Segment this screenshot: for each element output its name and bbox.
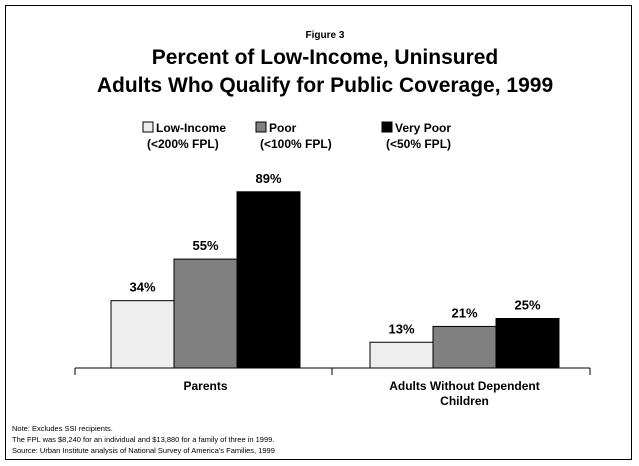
bar <box>432 325 497 369</box>
category-label: Parents <box>183 379 227 393</box>
bar <box>369 341 434 369</box>
chart-title-line-1: Percent of Low-Income, Uninsured <box>152 46 499 69</box>
figure-frame <box>5 5 632 460</box>
figure-label: Figure 3 <box>306 30 345 41</box>
legend-label: Very Poor <box>395 121 451 135</box>
legend: Low-Income (<200% FPL) Poor (<100% FPL) Very… <box>142 121 451 151</box>
value-label: 21% <box>451 305 477 320</box>
value-label: 55% <box>192 238 218 253</box>
bar <box>236 191 301 369</box>
legend-swatch <box>255 121 267 133</box>
legend-label: Low-Income <box>156 121 226 135</box>
chart-title-line-2: Adults Who Qualify for Public Coverage, … <box>97 74 553 97</box>
note-line-1: Note: Excludes SSI recipients. <box>12 424 113 433</box>
bar <box>173 258 238 369</box>
category-label: Adults Without Dependent <box>389 379 540 393</box>
value-label: 13% <box>388 321 414 336</box>
legend-swatch <box>142 121 154 133</box>
legend-sublabel: (<50% FPL) <box>386 137 451 151</box>
legend-sublabel: (<100% FPL) <box>260 137 332 151</box>
category-label: Children <box>440 394 489 408</box>
value-label: 34% <box>129 280 155 295</box>
legend-label: Poor <box>269 121 297 135</box>
value-label: 25% <box>514 298 540 313</box>
value-label: 89% <box>255 171 281 186</box>
bar <box>110 300 175 369</box>
bar <box>495 318 560 369</box>
legend-sublabel: (<200% FPL) <box>147 137 219 151</box>
note-line-2: The FPL was $8,240 for an individual and… <box>12 435 274 444</box>
legend-swatch <box>381 121 393 133</box>
note-line-3: Source: Urban Institute analysis of Nati… <box>12 446 275 455</box>
bars <box>110 191 560 369</box>
value-labels: 34% 13% 55% 21% 89% 25% <box>129 171 540 336</box>
